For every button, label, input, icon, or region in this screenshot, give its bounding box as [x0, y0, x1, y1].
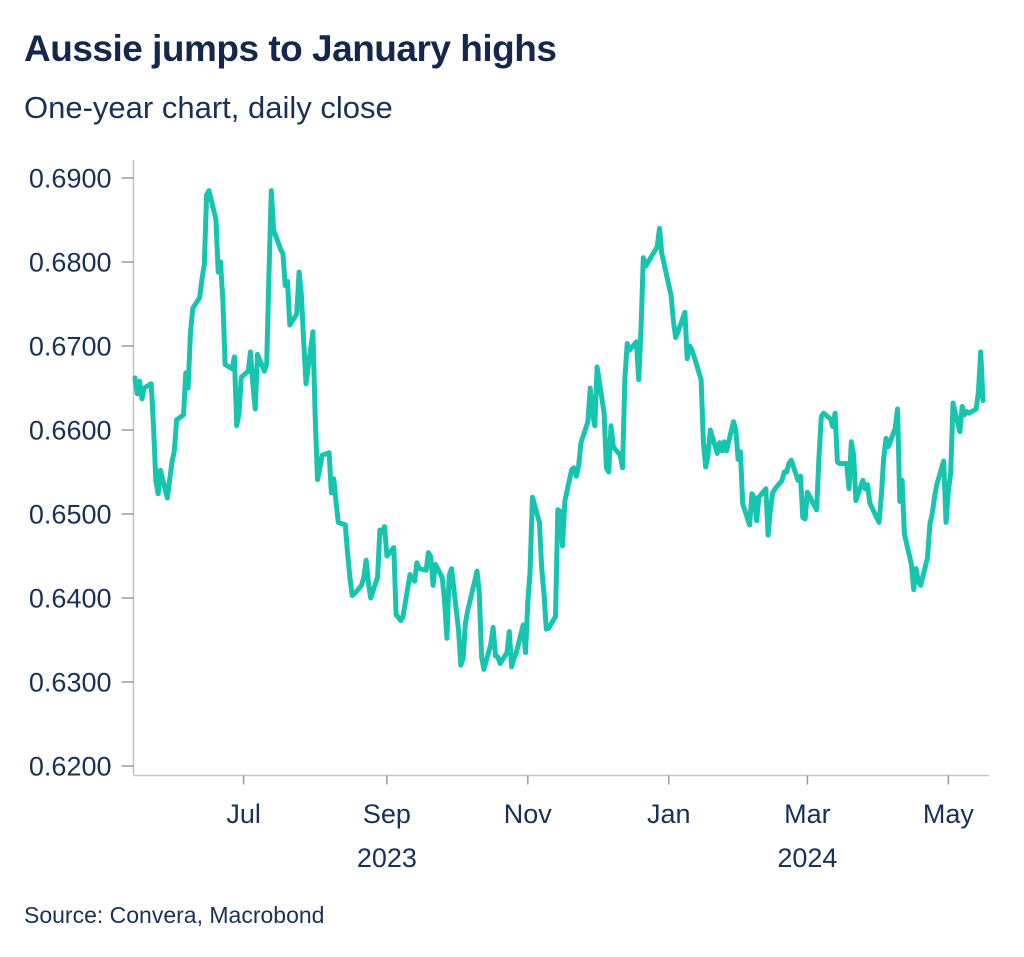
y-tick-label: 0.6600 [29, 416, 112, 446]
page-title: Aussie jumps to January highs [24, 28, 557, 69]
year-label: 2024 [777, 843, 837, 873]
x-tick-label: Mar [784, 799, 831, 829]
x-tick-label: Jul [226, 799, 261, 829]
y-tick-label: 0.6900 [29, 164, 112, 194]
year-label: 2023 [357, 843, 417, 873]
price-line [132, 188, 986, 672]
x-tick-label: Jan [647, 799, 691, 829]
y-tick-label: 0.6300 [29, 668, 112, 698]
y-tick-label: 0.6800 [29, 248, 112, 278]
x-tick-label: May [923, 799, 975, 829]
x-tick-label: Nov [504, 799, 553, 829]
x-tick-label: Sep [363, 799, 411, 829]
y-tick-label: 0.6200 [29, 752, 112, 782]
chart-subtitle: One-year chart, daily close [24, 90, 393, 125]
y-tick-label: 0.6700 [29, 332, 112, 362]
source-attribution: Source: Convera, Macrobond [24, 902, 325, 928]
y-tick-label: 0.6400 [29, 584, 112, 614]
y-tick-label: 0.6500 [29, 500, 112, 530]
